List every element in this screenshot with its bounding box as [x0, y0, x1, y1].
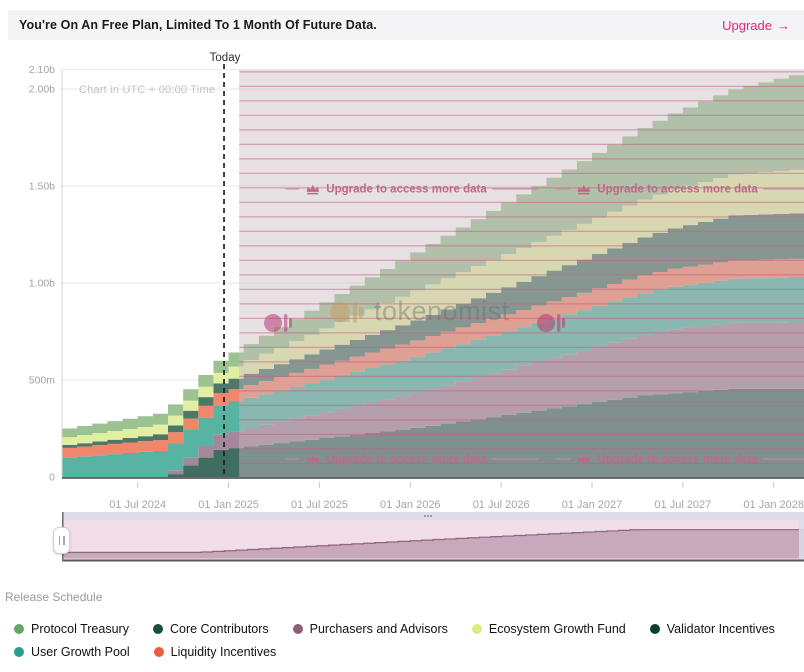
today-marker-label: Today: [209, 52, 241, 64]
legend-label: Purchasers and Advisors: [309, 622, 448, 636]
minimap-grip-icon[interactable]: [424, 515, 426, 517]
upgrade-overlay-label: Upgrade to access more data: [326, 453, 487, 465]
utc-time-note: Chart in UTC + 00:00 Time: [79, 84, 216, 96]
watermark-text: tokenomist: [374, 295, 510, 326]
pill-dash: [492, 458, 539, 460]
pill-dash: [492, 188, 539, 190]
x-tick-label: 01 Jan 2027: [562, 499, 623, 511]
y-tick-label: 1.00b: [29, 278, 55, 290]
x-tick-label: 01 Jul 2027: [654, 499, 711, 511]
legend-label: User Growth Pool: [31, 645, 130, 659]
tokenomist-mini-logo-icon: [264, 314, 292, 332]
x-tick-label: 01 Jul 2024: [109, 499, 166, 511]
minimap-area-outline: [62, 529, 804, 553]
legend-label: Protocol Treasury: [31, 622, 129, 636]
legend-label: Core Contributors: [169, 622, 269, 636]
minimap-area: [62, 529, 804, 559]
free-plan-message: You're On An Free Plan, Limited To 1 Mon…: [19, 18, 377, 32]
minimap-left-handle[interactable]: [53, 527, 70, 554]
legend-swatch: [471, 624, 482, 634]
locked-data-overlay: [239, 70, 804, 477]
upgrade-overlay-pill[interactable]: Upgrade to access more data: [556, 453, 804, 466]
legend-item-user-growth-pool[interactable]: User Growth Pool: [14, 645, 130, 659]
legend-swatch: [14, 647, 24, 657]
y-tick-label: 1.50b: [29, 181, 55, 193]
pill-dash: [763, 188, 804, 190]
arrow-right-icon: →: [777, 17, 790, 33]
upgrade-overlay-label: Upgrade to access more data: [597, 183, 758, 195]
upgrade-link[interactable]: Upgrade →: [722, 18, 790, 33]
legend-swatch: [152, 624, 163, 634]
y-tick-label: 0: [49, 472, 55, 484]
legend-item-validator-incentives[interactable]: Validator Incentives: [649, 622, 775, 636]
y-tick-label: 2.00b: [29, 84, 55, 96]
legend-swatch: [14, 624, 24, 634]
x-tick-label: 01 Jan 2028: [743, 499, 804, 511]
pill-dash: [285, 458, 300, 460]
pill-dash: [285, 188, 300, 190]
legend-title: Release Schedule: [5, 590, 103, 604]
crown-icon: [306, 454, 319, 465]
minimap-selection[interactable]: [62, 520, 804, 560]
crown-icon: [306, 184, 319, 195]
x-tick-label: 01 Jan 2026: [380, 499, 441, 511]
legend-swatch: [649, 624, 660, 634]
y-tick-label: 500m: [29, 375, 56, 387]
legend-label: Liquidity Incentives: [170, 645, 277, 659]
upgrade-link-label: Upgrade: [722, 17, 772, 33]
pill-dash: [556, 188, 571, 190]
legend: Protocol Treasury Core Contributors Purcha…: [14, 622, 796, 659]
free-plan-banner: You're On An Free Plan, Limited To 1 Mon…: [8, 10, 804, 40]
upgrade-overlay-pill[interactable]: Upgrade to access more data: [285, 183, 539, 196]
x-tick-label: 01 Jul 2026: [473, 499, 530, 511]
minimap-range-strip[interactable]: [62, 512, 804, 520]
tokenomist-mini-logo-icon: [537, 314, 565, 332]
pill-dash: [556, 458, 571, 460]
minimap-grip-icon[interactable]: [427, 515, 429, 517]
crown-icon: [577, 184, 590, 195]
upgrade-overlay-pill[interactable]: Upgrade to access more data: [556, 183, 804, 196]
upgrade-overlay-label: Upgrade to access more data: [326, 183, 487, 195]
legend-label: Validator Incentives: [666, 622, 775, 636]
legend-swatch: [153, 647, 164, 657]
upgrade-overlay-pill[interactable]: Upgrade to access more data: [285, 453, 539, 466]
legend-item-liquidity-incentives[interactable]: Liquidity Incentives: [153, 645, 277, 659]
legend-label: Ecosystem Growth Fund: [488, 622, 626, 636]
legend-swatch: [292, 624, 303, 634]
pill-dash: [763, 458, 804, 460]
legend-item-purchasers-and-advisors[interactable]: Purchasers and Advisors: [292, 622, 448, 636]
y-tick-label: 2.10b: [29, 64, 55, 76]
minimap-baseline: [62, 559, 804, 562]
legend-item-ecosystem-growth-fund[interactable]: Ecosystem Growth Fund: [471, 622, 626, 636]
legend-item-protocol-treasury[interactable]: Protocol Treasury: [14, 622, 129, 636]
legend-item-core-contributors[interactable]: Core Contributors: [152, 622, 269, 636]
x-tick-label: 01 Jan 2025: [198, 499, 259, 511]
upgrade-overlay-label: Upgrade to access more data: [597, 453, 758, 465]
minimap-grip-icon[interactable]: [430, 515, 432, 517]
minimap-right-handle[interactable]: [799, 520, 804, 560]
tokenomist-logo-icon: [330, 302, 363, 323]
watermark: tokenomist: [327, 293, 510, 329]
x-tick-label: 01 Jul 2025: [291, 499, 348, 511]
crown-icon: [577, 454, 590, 465]
